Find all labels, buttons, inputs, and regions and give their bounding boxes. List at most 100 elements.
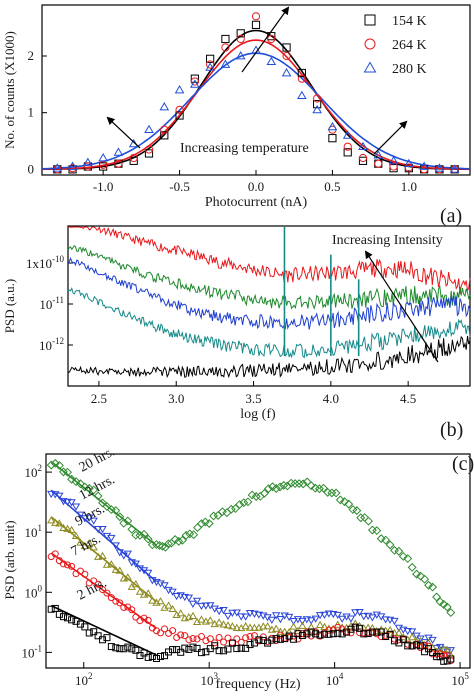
data-point: [51, 518, 60, 526]
data-point: [298, 631, 306, 639]
data-point: [276, 627, 285, 635]
data-point: [175, 105, 184, 114]
panel-c-ytick-label: 10-1: [22, 643, 43, 660]
data-point: [131, 580, 140, 588]
data-point: [282, 51, 291, 61]
data-point: [228, 609, 237, 617]
data-point: [404, 163, 413, 172]
data-point: [377, 628, 385, 636]
data-point: [289, 617, 298, 626]
data-point: [160, 582, 169, 590]
data-point: [71, 477, 81, 487]
data-point: [47, 516, 56, 524]
data-point: [116, 645, 124, 653]
data-point: [276, 616, 285, 624]
data-point: [356, 624, 364, 632]
data-point: [373, 628, 381, 636]
data-point: [250, 632, 258, 640]
data-point: [89, 485, 99, 495]
data-point: [325, 626, 333, 634]
data-point: [351, 623, 359, 631]
data-point: [76, 511, 85, 519]
data-point: [267, 34, 276, 44]
panel-c-xtick-label: 102: [75, 671, 93, 688]
data-point: [328, 134, 337, 143]
data-point: [196, 519, 206, 529]
data-point: [324, 610, 334, 618]
data-point: [189, 643, 197, 651]
data-point: [436, 653, 444, 661]
data-point: [168, 604, 177, 613]
data-point: [63, 467, 72, 477]
data-point: [83, 162, 92, 171]
data-point: [93, 526, 103, 534]
panel-c: 102 103 104 105 10-1 100 101 102 20 hrs.12 hrs.…: [2, 444, 474, 692]
panel-a: -1.0 -0.5 0.0 0.5 1.0 0 1 2 154 K 264 K 280 K Inc…: [2, 4, 471, 227]
data-point: [214, 618, 224, 626]
data-point: [355, 609, 364, 617]
data-point: [312, 630, 320, 638]
data-point: [67, 474, 77, 484]
data-point: [237, 613, 246, 621]
data-point: [412, 569, 422, 579]
data-point: [174, 536, 184, 546]
data-point: [120, 604, 128, 612]
data-point: [289, 622, 298, 630]
panel-b-xlabel: log (f): [240, 407, 276, 422]
data-point: [190, 77, 199, 86]
data-point: [219, 620, 228, 628]
data-point: [119, 552, 128, 560]
data-point: [280, 627, 289, 635]
data-point: [282, 43, 291, 52]
data-point: [90, 577, 98, 585]
data-point: [184, 594, 194, 602]
panel-c-xtick-label: 104: [326, 671, 344, 688]
data-point: [271, 624, 281, 632]
data-point: [407, 628, 417, 636]
data-point: [85, 538, 94, 547]
data-point: [382, 633, 390, 641]
data-point: [68, 616, 76, 624]
data-point: [428, 582, 438, 592]
data-point: [163, 539, 173, 549]
data-point: [161, 625, 169, 633]
panel-c-xlabel: frequency (Hz): [215, 677, 300, 692]
data-point: [447, 655, 455, 663]
data-point: [89, 517, 98, 525]
data-point: [220, 59, 231, 68]
data-point: [76, 538, 85, 546]
data-point: [84, 483, 94, 493]
panel-b: 2.5 3.0 3.5 4.0 4.5 10-12 10-11 1x10-10 Increas…: [2, 225, 471, 441]
data-point: [359, 613, 368, 621]
data-point: [356, 629, 364, 637]
data-point: [228, 639, 236, 647]
data-point: [148, 653, 156, 661]
data-point: [246, 632, 254, 640]
data-point: [228, 622, 237, 630]
data-point: [85, 579, 93, 587]
data-point: [235, 51, 246, 60]
psd-trace-3: [67, 287, 471, 359]
data-point: [114, 159, 123, 168]
data-point: [71, 503, 81, 511]
data-point: [314, 484, 324, 494]
panel-a-xtick-label: -0.5: [169, 179, 190, 194]
data-point: [219, 607, 228, 615]
data-point: [389, 164, 398, 173]
data-point: [221, 34, 230, 44]
data-point: [443, 657, 451, 665]
arrow-right: [373, 120, 408, 155]
data-point: [123, 573, 132, 581]
data-point: [335, 495, 345, 505]
data-point: [416, 636, 425, 645]
data-point: [204, 519, 214, 528]
data-point: [46, 460, 56, 470]
data-point: [143, 534, 153, 544]
data-point: [251, 12, 261, 21]
data-point: [337, 615, 347, 623]
data-point: [140, 649, 148, 657]
data-point: [215, 633, 223, 641]
data-point: [245, 610, 255, 618]
panel-a-legend: 154 K 264 K 280 K: [363, 14, 427, 77]
data-point: [316, 631, 324, 639]
